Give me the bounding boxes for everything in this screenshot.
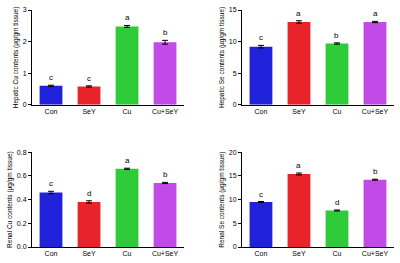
svg-text:c: c <box>259 190 263 199</box>
svg-text:Con: Con <box>255 108 268 115</box>
svg-text:2: 2 <box>23 38 27 45</box>
svg-text:SeY: SeY <box>82 250 96 257</box>
svg-text:a: a <box>296 161 301 170</box>
svg-text:0: 0 <box>233 101 237 108</box>
svg-text:10: 10 <box>229 38 237 45</box>
svg-text:b: b <box>334 31 339 40</box>
svg-text:a: a <box>373 9 378 18</box>
svg-text:SeY: SeY <box>82 108 96 115</box>
svg-text:d: d <box>335 198 339 207</box>
svg-text:d: d <box>87 189 91 198</box>
svg-text:0.0: 0.0 <box>17 243 27 250</box>
svg-text:Cu+SeY: Cu+SeY <box>152 250 179 257</box>
svg-text:0.2: 0.2 <box>17 220 27 227</box>
svg-text:15: 15 <box>229 172 237 179</box>
svg-text:Cu: Cu <box>123 108 132 115</box>
svg-text:Cu: Cu <box>333 250 342 257</box>
svg-text:5: 5 <box>233 70 237 77</box>
svg-text:b: b <box>373 167 378 176</box>
svg-text:b: b <box>163 28 168 37</box>
svg-text:5: 5 <box>233 220 237 227</box>
svg-text:0.4: 0.4 <box>17 196 27 203</box>
svg-text:Renal Cu contents (µg/gm tissu: Renal Cu contents (µg/gm tissue) <box>6 151 14 248</box>
svg-text:Cu+SeY: Cu+SeY <box>362 250 389 257</box>
svg-text:1: 1 <box>23 70 27 77</box>
svg-text:Con: Con <box>45 250 58 257</box>
svg-text:Cu: Cu <box>123 250 132 257</box>
svg-text:0: 0 <box>23 101 27 108</box>
svg-text:0: 0 <box>233 243 237 250</box>
svg-text:Renal Se contents (µg/gm tissu: Renal Se contents (µg/gm tissue) <box>218 151 226 247</box>
svg-text:Cu+SeY: Cu+SeY <box>362 108 389 115</box>
svg-text:0.8: 0.8 <box>17 149 27 156</box>
svg-text:c: c <box>87 74 91 83</box>
svg-text:Con: Con <box>45 108 58 115</box>
svg-text:15: 15 <box>229 6 237 13</box>
svg-text:b: b <box>163 170 168 179</box>
svg-text:SeY: SeY <box>292 108 306 115</box>
svg-text:20: 20 <box>229 149 237 156</box>
svg-text:Cu+SeY: Cu+SeY <box>152 108 179 115</box>
svg-text:c: c <box>49 73 53 82</box>
svg-text:c: c <box>259 33 263 42</box>
svg-text:a: a <box>125 13 130 22</box>
svg-text:Hepatic Cu contents (µg/gm tis: Hepatic Cu contents (µg/gm tissue) <box>12 7 20 109</box>
svg-text:SeY: SeY <box>292 250 306 257</box>
svg-text:3: 3 <box>23 6 27 13</box>
svg-text:Con: Con <box>255 250 268 257</box>
svg-text:c: c <box>49 179 53 188</box>
svg-text:a: a <box>296 9 301 18</box>
svg-text:10: 10 <box>229 196 237 203</box>
svg-text:0.6: 0.6 <box>17 172 27 179</box>
svg-text:Hepatic Se contents (µg/gm tis: Hepatic Se contents (µg/gm tissue) <box>218 7 226 108</box>
svg-text:Cu: Cu <box>333 108 342 115</box>
svg-text:a: a <box>125 156 130 165</box>
